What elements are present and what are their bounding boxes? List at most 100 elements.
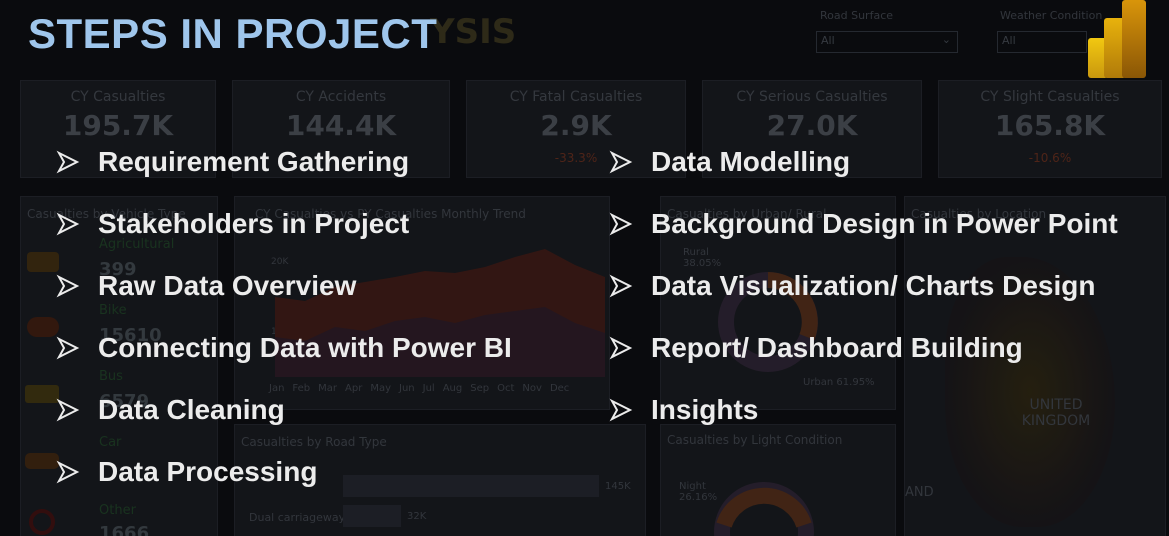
step-item: Background Design in Power Point (609, 208, 1118, 240)
month-label: Feb (292, 383, 311, 394)
step-label: Background Design in Power Point (651, 208, 1118, 239)
month-label: Nov (522, 383, 542, 394)
road-surface-filter-value: All (821, 34, 835, 47)
kpi-card-slight: CY Slight Casualties 165.8K -10.6% (938, 80, 1162, 178)
kpi-delta: -10.6% (1028, 151, 1072, 165)
step-label: Connecting Data with Power BI (98, 332, 512, 363)
step-item: Report/ Dashboard Building (609, 332, 1023, 364)
bus-icon (25, 385, 59, 403)
vehicle-label: Agricultural (99, 237, 175, 252)
step-item: Data Visualization/ Charts Design (609, 270, 1096, 302)
month-label: Jun (399, 383, 415, 394)
slide-title: STEPS IN PROJECT (28, 10, 438, 57)
vehicle-value: 6579 (99, 391, 150, 412)
step-label: Data Modelling (651, 146, 851, 177)
step-item: Data Processing (56, 456, 317, 488)
arrowhead-bullet-icon (56, 274, 80, 298)
road-panel-title: Casualties by Road Type (241, 435, 387, 449)
road-bar-value: 32K (407, 511, 427, 522)
month-label: Aug (442, 383, 463, 394)
kpi-delta: -33.3% (554, 151, 598, 165)
road-surface-filter-label: Road Surface (820, 9, 894, 22)
tractor-icon (27, 252, 59, 272)
step-item: Raw Data Overview (56, 270, 356, 302)
month-label: Apr (345, 383, 363, 394)
kpi-card-accidents: CY Accidents 144.4K (232, 80, 450, 178)
step-label: Data Processing (98, 456, 318, 487)
month-label: Dec (549, 383, 570, 394)
road-type-panel: Casualties by Road Type 145K Dual carria… (234, 424, 646, 536)
kpi-card-casualties: CY Casualties 195.7K (20, 80, 216, 178)
location-panel-title: Casualties by Location (911, 207, 1047, 221)
vehicle-value: 399 (99, 259, 137, 280)
step-label: Data Cleaning (98, 394, 285, 425)
arrowhead-bullet-icon (609, 150, 633, 174)
vehicle-value: 1666 (99, 523, 150, 536)
background-title-fragment: YSIS (430, 12, 517, 52)
step-item: Stakeholders in Project (56, 208, 409, 240)
power-bi-logo-icon (1088, 0, 1146, 78)
step-label: Raw Data Overview (98, 270, 357, 301)
light-condition-donut (714, 482, 814, 536)
kpi-value: 165.8K (994, 109, 1106, 142)
arrowhead-bullet-icon (56, 398, 80, 422)
weather-condition-filter-value: All (1002, 34, 1016, 47)
arrowhead-bullet-icon (609, 336, 633, 360)
month-label: Oct (497, 383, 515, 394)
road-bar (343, 505, 401, 527)
road-surface-filter[interactable]: All ⌄ (816, 31, 958, 53)
night-label: Night 26.16% (679, 481, 718, 503)
kpi-title: CY Fatal Casualties (509, 89, 643, 105)
kpi-title: CY Serious Casualties (736, 89, 888, 105)
vehicle-label: Other (99, 503, 136, 518)
bike-icon (27, 317, 59, 337)
step-item: Connecting Data with Power BI (56, 332, 512, 364)
step-item: Data Modelling (609, 146, 850, 178)
vehicle-value: 15610 (99, 325, 162, 346)
urban-label: Urban 61.95% (803, 377, 875, 388)
y-tick-label: 20K (271, 257, 289, 267)
map-country-label: UNITED KINGDOM (1021, 397, 1091, 429)
arrowhead-bullet-icon (56, 212, 80, 236)
month-label: Jul (422, 383, 435, 394)
kpi-value: 27.0K (766, 109, 858, 142)
urban-rural-panel: Casualties by Urban/ Rural Rural 38.05% … (660, 196, 896, 410)
arrowhead-bullet-icon (56, 336, 80, 360)
weather-condition-filter[interactable]: All (997, 31, 1087, 53)
trend-area-chart (275, 249, 605, 377)
arrowhead-bullet-icon (609, 212, 633, 236)
kpi-value: 144.4K (285, 109, 397, 142)
kpi-card-fatal: CY Fatal Casualties 2.9K -33.3% (466, 80, 686, 178)
month-label: Mar (318, 383, 338, 394)
arrowhead-bullet-icon (56, 150, 80, 174)
map-side-label: AND (905, 485, 934, 500)
urban-rural-donut (718, 272, 818, 372)
weather-condition-filter-label: Weather Condition (1000, 9, 1103, 22)
road-bar (343, 475, 599, 497)
step-label: Stakeholders in Project (98, 208, 410, 239)
monthly-trend-panel: CY Casualties vs PY Casualties Monthly T… (234, 196, 610, 410)
step-label: Report/ Dashboard Building (651, 332, 1023, 363)
vehicle-panel-title: Casualties by Vehicle Type (27, 207, 186, 221)
step-item: Data Cleaning (56, 394, 285, 426)
month-label: Sep (470, 383, 490, 394)
arrowhead-bullet-icon (609, 274, 633, 298)
step-item: Insights (609, 394, 758, 426)
step-label: Insights (651, 394, 759, 425)
kpi-card-serious: CY Serious Casualties 27.0K (702, 80, 922, 178)
kpi-title: CY Slight Casualties (980, 89, 1120, 105)
vehicle-label: Car (99, 435, 122, 450)
step-label: Requirement Gathering (98, 146, 410, 177)
rural-label: Rural 38.05% (683, 247, 722, 269)
road-bar-value: 145K (605, 481, 631, 492)
car-icon (25, 453, 59, 469)
kpi-value: 195.7K (62, 109, 174, 142)
vehicle-type-panel: Casualties by Vehicle Type Agricultural … (20, 196, 218, 536)
kpi-title: CY Casualties (70, 89, 166, 105)
step-item: Requirement Gathering (56, 146, 409, 178)
kpi-value: 2.9K (540, 109, 612, 142)
vehicle-label: Bus (99, 369, 123, 384)
month-label: Jan (269, 383, 285, 394)
